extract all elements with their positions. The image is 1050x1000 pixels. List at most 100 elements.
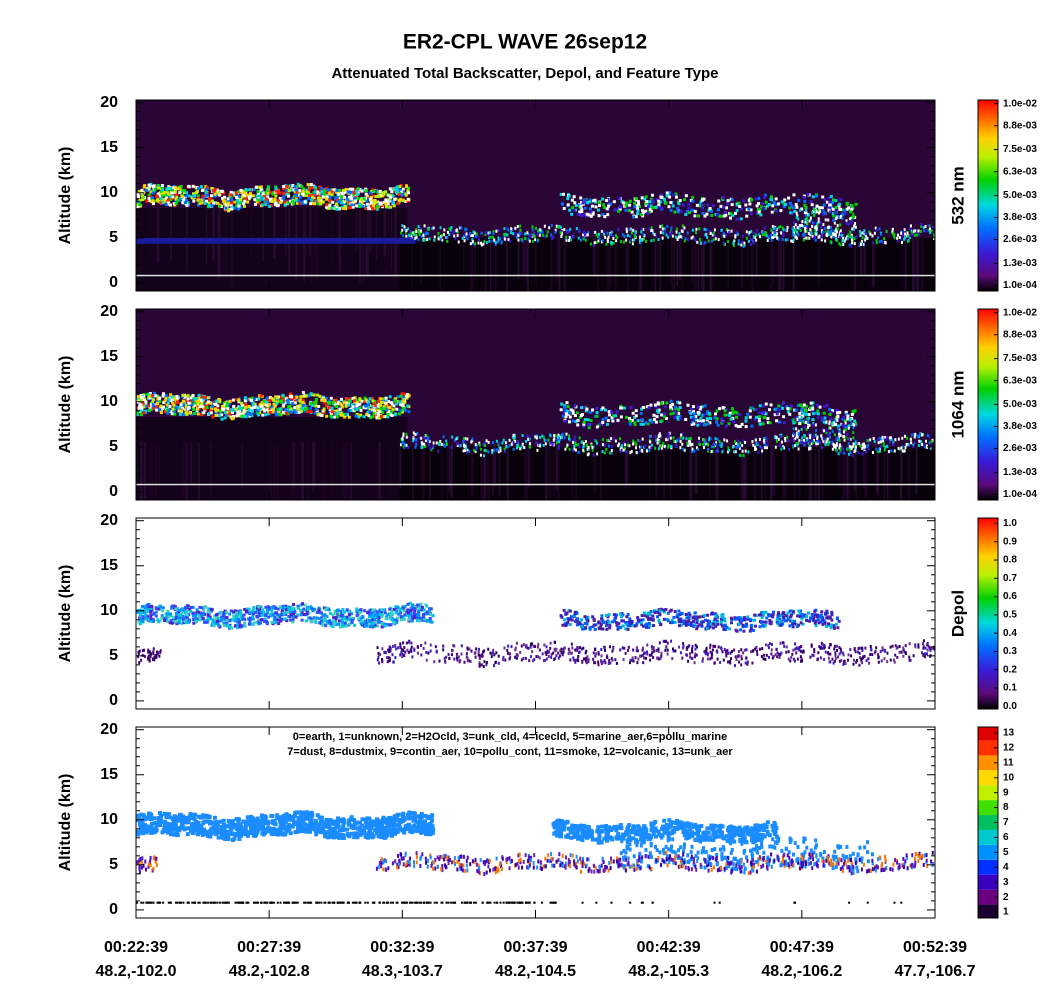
cloud-pixel bbox=[770, 238, 773, 242]
cloud-pixel bbox=[568, 447, 571, 451]
cloud-pixel bbox=[767, 202, 771, 206]
cloud-pixel bbox=[612, 234, 615, 238]
cloud-pixel bbox=[629, 405, 633, 409]
cloud-pixel bbox=[309, 186, 313, 190]
cloud-pixel bbox=[169, 398, 173, 402]
cloud-pixel bbox=[372, 608, 376, 612]
cloud-pixel bbox=[296, 604, 300, 608]
cloud-pixel bbox=[471, 437, 474, 441]
cloud-pixel bbox=[559, 225, 562, 229]
cloud-pixel bbox=[213, 407, 217, 411]
cloud-pixel bbox=[735, 209, 739, 213]
cloud-pixel bbox=[714, 449, 717, 453]
cloud-pixel bbox=[301, 391, 305, 395]
cloud-pixel bbox=[466, 451, 469, 455]
cloud-pixel bbox=[717, 199, 721, 203]
cloud-pixel bbox=[579, 414, 583, 418]
cloud-pixel bbox=[513, 438, 516, 442]
cloud-pixel bbox=[340, 195, 344, 199]
cloud-pixel bbox=[610, 436, 613, 440]
cloud-pixel bbox=[861, 452, 864, 456]
cloud-pixel bbox=[741, 240, 744, 244]
cloud-pixel bbox=[412, 437, 415, 441]
colorbar-tick-label: 7.5e-03 bbox=[1003, 353, 1037, 364]
y-tick-label: 5 bbox=[109, 229, 118, 246]
cloud-pixel bbox=[557, 225, 560, 229]
cloud-pixel bbox=[847, 233, 850, 237]
cloud-pixel bbox=[214, 413, 218, 417]
cloud-pixel bbox=[808, 219, 811, 223]
cloud-pixel bbox=[648, 207, 652, 211]
cloud-pixel bbox=[161, 394, 165, 398]
cloud-pixel bbox=[761, 206, 765, 210]
cloud-pixel bbox=[810, 203, 814, 207]
cloud-pixel bbox=[819, 225, 822, 229]
cloud-pixel bbox=[421, 612, 425, 616]
cloud-pixel bbox=[554, 228, 557, 232]
cloud-pixel bbox=[193, 403, 197, 407]
cloud-pixel bbox=[792, 421, 795, 425]
cloud-pixel bbox=[295, 399, 299, 403]
cloud-pixel bbox=[385, 408, 389, 412]
streak bbox=[450, 442, 453, 498]
cloud-pixel bbox=[878, 449, 881, 453]
cloud-pixel bbox=[620, 445, 623, 449]
streak bbox=[773, 442, 775, 497]
cloud-pixel bbox=[253, 397, 257, 401]
cloud-pixel bbox=[318, 394, 322, 398]
cloud-pixel bbox=[763, 446, 766, 450]
cloud-pixel bbox=[297, 199, 301, 203]
cloud-pixel bbox=[824, 218, 827, 222]
cloud-pixel bbox=[245, 414, 249, 418]
streak bbox=[656, 442, 658, 483]
cloud-pixel bbox=[804, 404, 808, 408]
cloud-pixel bbox=[159, 196, 163, 200]
cloud-pixel bbox=[913, 435, 916, 439]
cloud-pixel bbox=[650, 446, 653, 450]
cloud-pixel bbox=[657, 238, 660, 242]
cloud-pixel bbox=[240, 406, 244, 410]
cloud-pixel bbox=[637, 438, 640, 442]
cloud-pixel bbox=[784, 228, 787, 232]
cloud-pixel bbox=[152, 611, 156, 615]
cloud-pixel bbox=[405, 435, 408, 439]
cloud-pixel bbox=[571, 234, 574, 238]
cloud-pixel bbox=[909, 437, 912, 441]
cloud-pixel bbox=[204, 185, 208, 189]
cloud-pixel bbox=[160, 184, 164, 188]
cloud-pixel bbox=[733, 450, 736, 454]
cloud-pixel bbox=[257, 413, 261, 417]
cloud-pixel bbox=[685, 209, 689, 213]
cloud-pixel bbox=[384, 205, 388, 209]
streak bbox=[709, 442, 712, 500]
cloud-pixel bbox=[163, 398, 167, 402]
cloud-pixel bbox=[792, 193, 796, 197]
cloud-pixel bbox=[874, 226, 877, 230]
cloud-pixel bbox=[639, 411, 643, 415]
cloud-pixel bbox=[774, 445, 777, 449]
cloud-pixel bbox=[692, 405, 696, 409]
cloud-pixel bbox=[720, 228, 723, 232]
cloud-pixel bbox=[796, 236, 799, 240]
cloud-pixel bbox=[404, 185, 408, 189]
y-tick-label: 15 bbox=[100, 139, 118, 156]
cloud-pixel bbox=[262, 402, 266, 406]
cloud-pixel bbox=[563, 412, 567, 416]
cloud-pixel bbox=[546, 230, 549, 234]
cloud-pixel bbox=[342, 203, 346, 207]
cloud-pixel bbox=[691, 209, 695, 213]
cloud-pixel bbox=[317, 404, 321, 408]
cloud-pixel bbox=[574, 441, 577, 445]
cloud-pixel bbox=[191, 402, 195, 406]
streak bbox=[491, 233, 493, 291]
cloud-pixel bbox=[798, 226, 801, 230]
cloud-pixel bbox=[531, 225, 534, 229]
streak bbox=[262, 206, 265, 262]
cloud-pixel bbox=[745, 236, 748, 240]
cloud-pixel bbox=[510, 227, 513, 231]
streak bbox=[399, 442, 402, 489]
cloud-pixel bbox=[390, 410, 394, 414]
streak bbox=[158, 442, 161, 484]
cloud-pixel bbox=[930, 440, 933, 444]
cloud-pixel bbox=[240, 195, 244, 199]
